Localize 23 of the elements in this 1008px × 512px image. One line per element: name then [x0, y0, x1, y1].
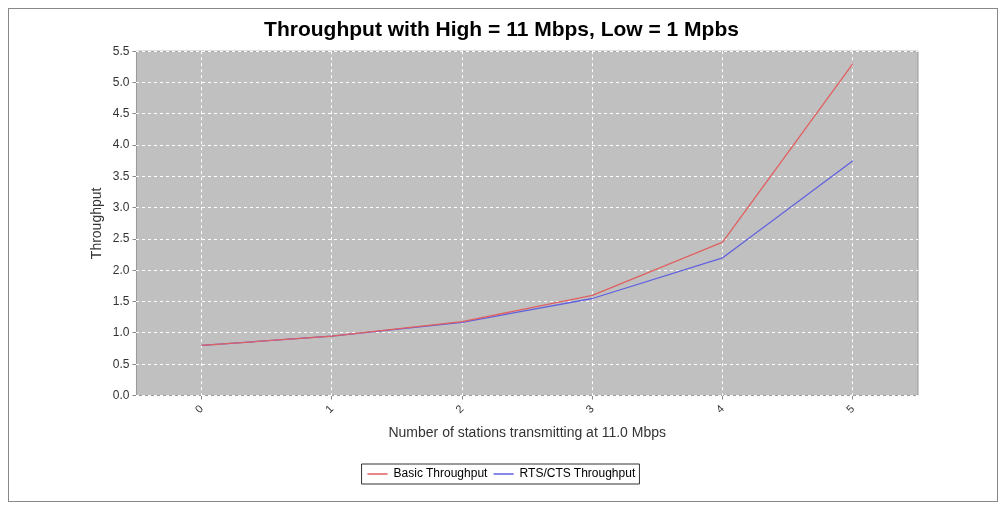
x-tick-label: 2 — [452, 402, 466, 416]
x-axis-title: Number of stations transmitting at 11.0 Mbps — [388, 424, 667, 441]
y-tick-label: 4.5 — [112, 106, 130, 121]
y-tick-label: 1.0 — [112, 325, 130, 340]
y-tick-label: 1.5 — [112, 293, 130, 308]
y-tick-label: 2.0 — [112, 262, 130, 277]
legend-label: Basic Throughput — [393, 466, 489, 481]
y-tick-label: 3.5 — [112, 168, 130, 183]
x-tick-label: 0 — [192, 402, 206, 416]
x-tick-label: 1 — [322, 402, 336, 416]
x-tick-label: 4 — [713, 402, 727, 416]
y-tick-label: 5.5 — [112, 43, 130, 58]
y-tick-label: 3.0 — [112, 200, 130, 215]
y-tick-label: 4.0 — [112, 137, 130, 152]
y-tick-label: 5.0 — [112, 74, 130, 89]
legend-label: RTS/CTS Throughput — [519, 466, 636, 481]
chart-title: Throughput with High = 11 Mbps, Low = 1 Mpbs — [264, 17, 739, 41]
y-tick-label: 2.5 — [112, 231, 130, 246]
y-tick-label: 0.5 — [112, 356, 130, 371]
x-tick-label: 3 — [583, 402, 596, 416]
y-tick-label: 0.0 — [112, 387, 130, 402]
x-tick-label: 5 — [843, 402, 857, 416]
y-axis-title: Throughput — [88, 187, 105, 260]
